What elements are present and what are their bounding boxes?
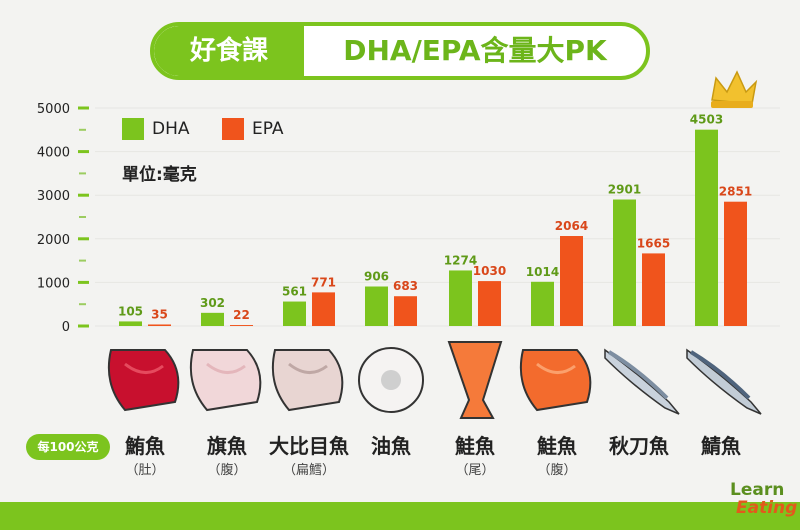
fish-subtitle: （尾） [455, 463, 495, 478]
dha-value-label: 1274 [444, 253, 477, 267]
gridlines [95, 107, 780, 327]
epa-value-label: 771 [311, 275, 336, 289]
fish-illustration [107, 349, 180, 412]
fish-illustration [604, 348, 680, 415]
y-tick-label: 3000 [37, 189, 70, 204]
legend-dha-swatch [122, 118, 144, 140]
legend-epa-swatch [222, 118, 244, 140]
y-minor-tick [79, 216, 86, 218]
fish-name: 鮭魚 [537, 434, 577, 458]
unit-label: 單位:毫克 [122, 165, 197, 185]
fish-illustration [686, 348, 762, 415]
epa-bar [642, 253, 665, 326]
chart-title: DHA/EPA含量大PK [343, 34, 607, 67]
fish-name: 旗魚 [207, 434, 247, 458]
y-axis-ticks: 0 1000 2000 3000 4000 5000 [37, 102, 89, 335]
dha-value-label: 302 [200, 296, 225, 310]
dha-bar [613, 199, 636, 326]
y-tick-label: 4000 [37, 146, 70, 161]
bottom-strip [0, 502, 800, 530]
logo-line2: Eating [736, 498, 798, 518]
dha-bar [201, 312, 224, 326]
legend-epa-label: EPA [252, 119, 284, 139]
fish-illustration-detail [536, 362, 576, 374]
dha-value-label: 4503 [690, 113, 723, 127]
dha-bar [531, 281, 554, 326]
title-banner: 好食課 DHA/EPA含量大PK [150, 22, 650, 80]
dha-value-label: 105 [118, 304, 143, 318]
fish-subtitle: （腹） [207, 463, 247, 478]
fish-name: 鮪魚 [125, 434, 165, 458]
y-tick-label: 1000 [37, 276, 70, 291]
fish-illustration-detail [607, 350, 669, 400]
y-tick-label: 5000 [37, 102, 70, 117]
fish-illustration-detail [689, 350, 751, 400]
y-minor-tick [79, 172, 86, 175]
epa-value-label: 22 [233, 308, 250, 322]
epa-bar [560, 236, 583, 326]
epa-bar [230, 325, 253, 326]
dha-bar [365, 286, 388, 326]
y-minor-tick [79, 259, 86, 262]
fish-illustration-detail [381, 370, 401, 390]
dha-value-label: 906 [364, 269, 389, 283]
fish-illustration [447, 341, 503, 419]
crown-shape [711, 70, 758, 105]
y-tick-mark [78, 280, 89, 284]
y-tick-label: 2000 [37, 233, 70, 248]
dha-value-label: 561 [282, 285, 307, 299]
epa-value-label: 2851 [719, 185, 752, 199]
per-100g-badge: 每100公克 [26, 434, 110, 460]
fish-subtitle: （腹） [537, 463, 577, 478]
fish-name: 油魚 [371, 434, 411, 458]
fish-illustration-detail [206, 362, 246, 374]
brand-title: 好食課 [154, 26, 304, 76]
y-tick-mark [78, 150, 89, 154]
fish-subtitle: （肚） [125, 463, 165, 478]
legend-dha-label: DHA [152, 119, 190, 139]
learn-eating-logo: Learn Eating [726, 480, 797, 528]
dha-value-label: 2901 [608, 183, 641, 197]
epa-bar [312, 292, 335, 326]
fish-name: 鮭魚 [455, 434, 495, 458]
epa-value-label: 683 [393, 279, 418, 293]
fish-name: 鯖魚 [701, 434, 741, 458]
fish-illustration-detail [124, 362, 164, 374]
y-tick-mark [78, 237, 89, 241]
logo-line1: Learn [730, 480, 785, 500]
fish-illustration [519, 349, 592, 412]
epa-value-label: 1030 [473, 264, 506, 278]
y-tick-mark [78, 193, 89, 197]
dha-bar [119, 321, 142, 326]
y-tick-mark [78, 106, 89, 110]
fish-name: 秋刀魚 [609, 434, 669, 458]
y-minor-tick [79, 303, 86, 306]
epa-value-label: 2064 [555, 219, 588, 233]
fish-illustration-detail [288, 362, 328, 374]
y-minor-tick [79, 128, 86, 131]
epa-value-label: 1665 [637, 236, 670, 250]
crown-band [711, 101, 753, 108]
epa-bar [148, 324, 171, 326]
dha-value-label: 1014 [526, 265, 559, 279]
epa-value-label: 35 [151, 307, 168, 321]
fish-illustration [271, 349, 344, 412]
crown-icon [711, 70, 758, 108]
fish-name: 大比目魚 [269, 434, 349, 458]
dha-bar [695, 129, 718, 326]
fish-illustration [189, 349, 262, 412]
epa-bar [394, 296, 417, 326]
fish-illustrations [107, 341, 762, 419]
epa-bar [724, 201, 747, 326]
y-tick-label: 0 [62, 320, 70, 335]
dha-bar [283, 301, 306, 326]
epa-bar [478, 281, 501, 326]
fish-subtitle: （扁鱈） [282, 463, 335, 478]
y-tick-mark [78, 324, 89, 328]
dha-bar [449, 270, 472, 326]
